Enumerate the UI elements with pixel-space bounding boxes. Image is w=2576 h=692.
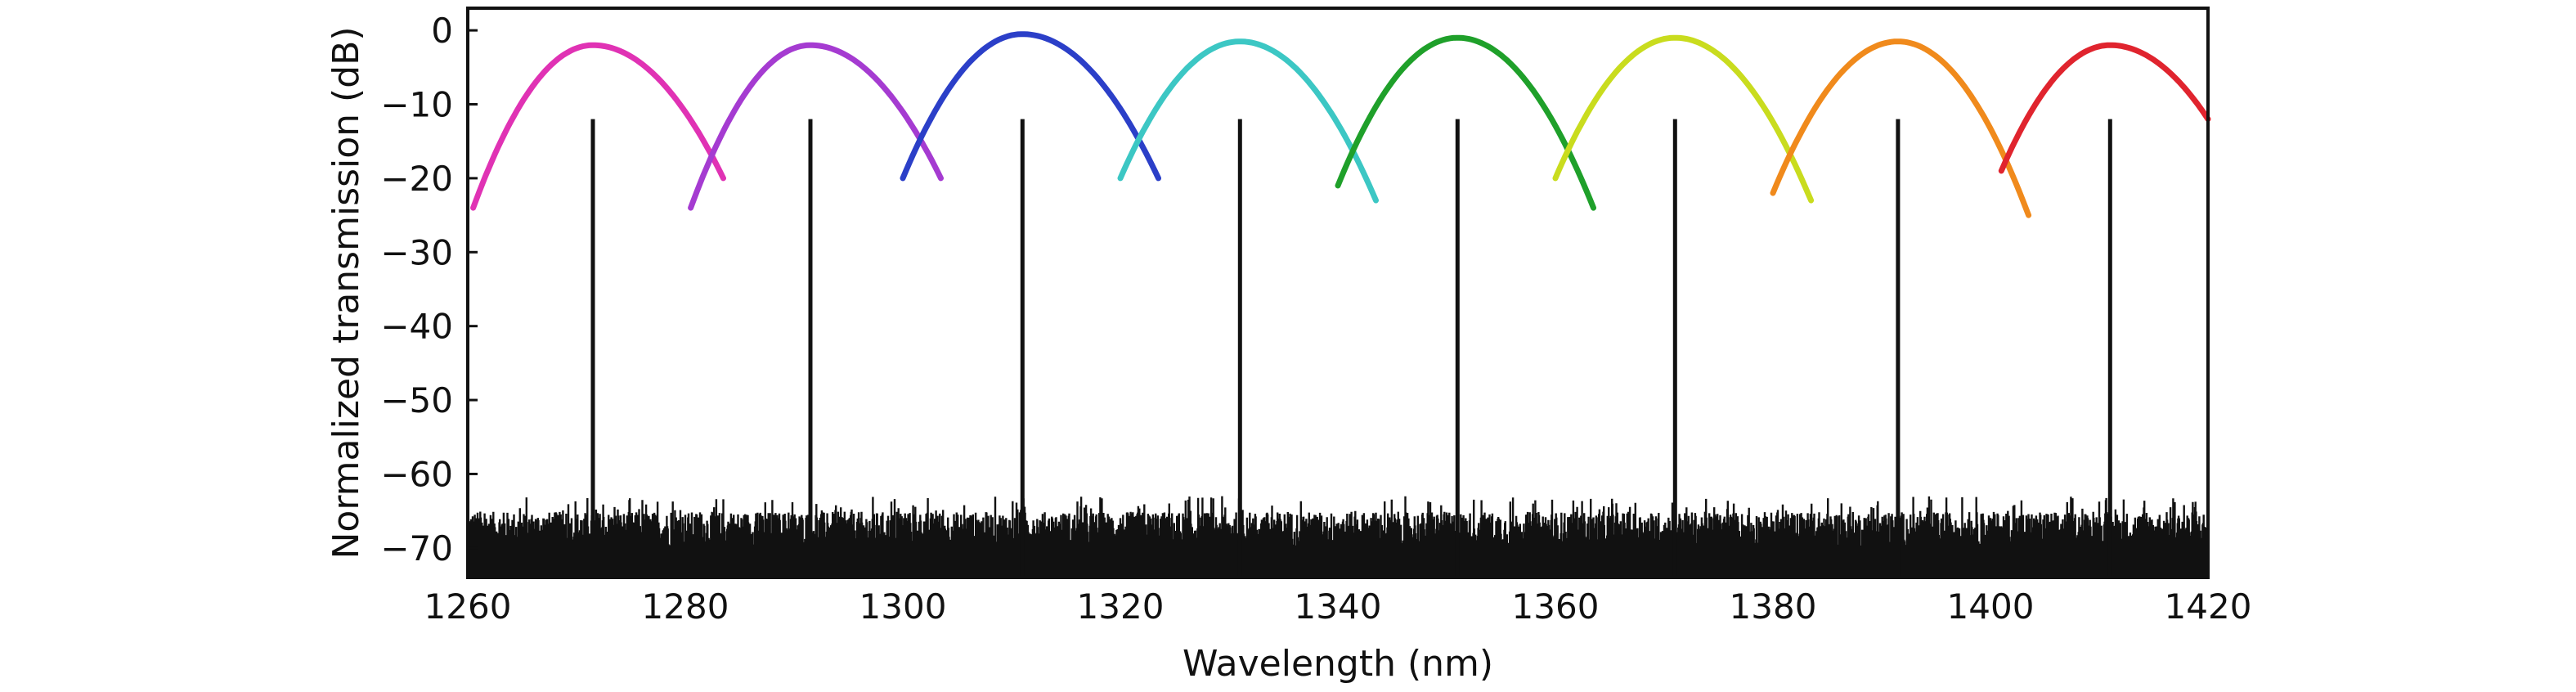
filter-curve-7 [1770,38,2032,218]
laser-peak-7 [1896,119,1901,578]
laser-peak-8 [2107,119,2112,578]
filter-curves-layer [470,31,2211,218]
noise-floor [466,496,2210,577]
y-axis-title: Normalized transmission (dB) [325,26,367,559]
plot-frame [466,7,2210,579]
ticks-layer: 1260 1280 1300 1320 1340 1360 1380 1400 1420 0 −10… [380,11,2251,627]
y-tick-label-2: −20 [380,159,453,199]
filter-curve-5 [1335,34,1596,211]
x-tick-label-1360: 1360 [1512,586,1600,627]
filter-curve-4 [1117,38,1379,204]
laser-peak-3 [1020,119,1025,578]
x-tick-label-1320: 1320 [1077,586,1165,627]
x-tick-label-1340: 1340 [1295,586,1382,627]
y-tick-label-6: −60 [380,454,453,494]
filter-curve-1 [470,42,726,211]
x-axis-title: Wavelength (nm) [1183,643,1493,685]
y-tick-label-1: −10 [380,85,453,125]
laser-peak-6 [1672,119,1677,578]
filter-curve-6 [1552,34,1815,204]
filter-curve-3 [900,31,1161,182]
laser-peak-1 [590,119,595,578]
laser-peak-5 [1455,119,1460,578]
y-tick-label-3: −30 [380,232,453,272]
y-tick-label-5: −50 [380,380,453,420]
y-tick-label-0: 0 [431,11,453,51]
filter-curve-8 [1998,42,2211,174]
x-tick-label-1300: 1300 [859,586,947,627]
filter-curve-2 [688,42,944,211]
y-tick-label-7: −70 [380,528,453,568]
x-tick-label-1260: 1260 [424,586,512,627]
laser-peak-4 [1237,119,1242,578]
x-tick-label-1420: 1420 [2165,586,2252,627]
noise-floor-layer [466,496,2210,577]
laser-peak-2 [808,119,813,578]
laser-peaks-layer [590,119,2112,578]
x-tick-label-1280: 1280 [642,586,729,627]
x-tick-label-1380: 1380 [1730,586,1817,627]
y-tick-label-4: −40 [380,307,453,347]
x-tick-label-1400: 1400 [1947,586,2035,627]
